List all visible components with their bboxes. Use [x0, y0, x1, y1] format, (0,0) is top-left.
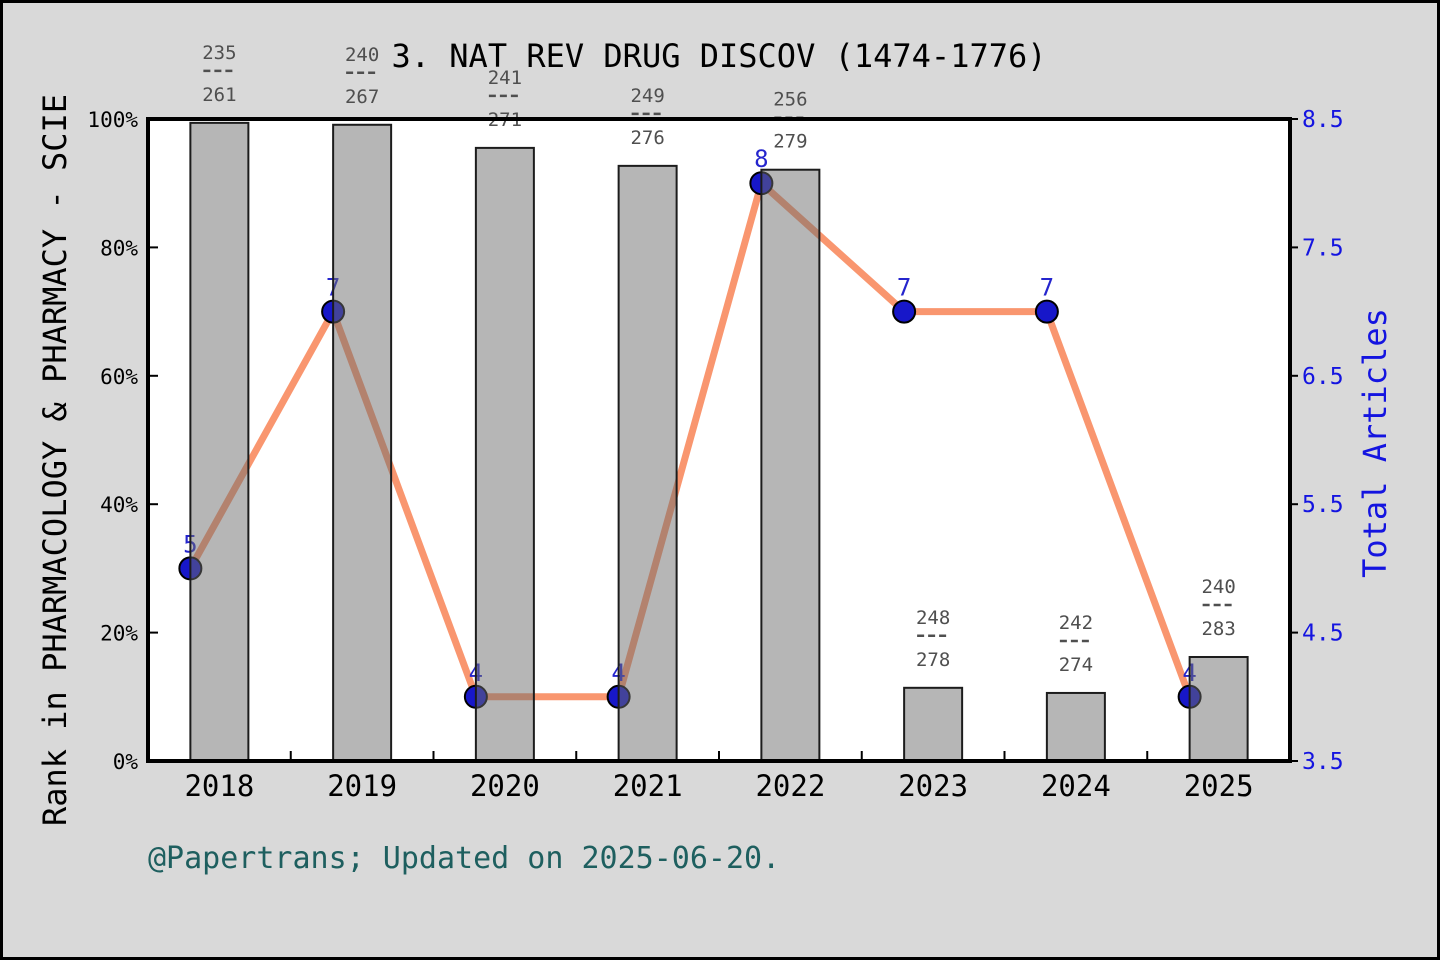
fraction-denominator: 261: [202, 84, 236, 106]
x-tick-label: 2022: [755, 769, 825, 803]
x-tick-label: 2018: [184, 769, 254, 803]
fraction-denominator: 278: [916, 649, 950, 671]
x-tick-label: 2021: [613, 769, 683, 803]
data-point: [1034, 299, 1059, 324]
plot-area: [148, 119, 1290, 761]
rank-bar: [617, 164, 678, 762]
rank-bar: [332, 123, 393, 762]
x-tick-label: 2019: [327, 769, 397, 803]
right-tick-label: 6.5: [1302, 364, 1344, 390]
right-tick-label: 4.5: [1302, 621, 1344, 647]
rank-bar: [474, 146, 535, 762]
x-tick-label: 2020: [470, 769, 540, 803]
right-tick-label: 3.5: [1302, 749, 1344, 775]
x-tick-label: 2023: [898, 769, 968, 803]
plot-frame: [146, 117, 1292, 763]
x-tick-label: 2024: [1041, 769, 1111, 803]
right-axis-title: Total Articles: [1356, 308, 1394, 578]
fraction-numerator: 241: [488, 67, 522, 89]
left-tick-label: 20%: [100, 622, 138, 646]
data-point-label: 7: [897, 274, 911, 302]
fraction-numerator: 240: [345, 44, 379, 66]
fraction-numerator: 235: [202, 42, 236, 64]
rank-bar: [1045, 691, 1106, 762]
fraction-numerator: 242: [1059, 612, 1093, 634]
fraction-denominator: 279: [773, 131, 807, 153]
data-point-label: 7: [1040, 274, 1054, 302]
fraction-numerator: 240: [1201, 576, 1235, 598]
fraction-denominator: 276: [630, 127, 664, 149]
rank-bar: [903, 686, 964, 763]
chart-title: 3. NAT REV DRUG DISCOV (1474-1776): [391, 37, 1046, 75]
left-tick-label: 80%: [100, 236, 138, 260]
footer-credit: @Papertrans; Updated on 2025-06-20.: [148, 841, 780, 876]
fraction-numerator: 256: [773, 89, 807, 111]
left-tick-label: 100%: [87, 108, 138, 132]
rank-bar: [189, 121, 250, 763]
right-tick-label: 7.5: [1302, 235, 1344, 261]
left-tick-label: 0%: [113, 750, 139, 774]
left-tick-label: 40%: [100, 493, 138, 517]
x-tick-label: 2025: [1184, 769, 1254, 803]
left-tick-label: 60%: [100, 365, 138, 389]
data-point: [892, 299, 917, 324]
fraction-denominator: 283: [1201, 618, 1235, 640]
data-point-label: 8: [754, 145, 768, 173]
fraction-denominator: 274: [1059, 654, 1093, 676]
fraction-denominator: 267: [345, 86, 379, 108]
right-tick-label: 8.5: [1302, 107, 1344, 133]
rank-bar: [1188, 655, 1249, 762]
fraction-numerator: 249: [630, 85, 664, 107]
right-tick-label: 5.5: [1302, 492, 1344, 518]
fraction-numerator: 248: [916, 607, 950, 629]
left-axis-title: Rank in PHARMACOLOGY & PHARMACY - SCIE: [36, 94, 74, 826]
rank-bar: [760, 168, 821, 762]
